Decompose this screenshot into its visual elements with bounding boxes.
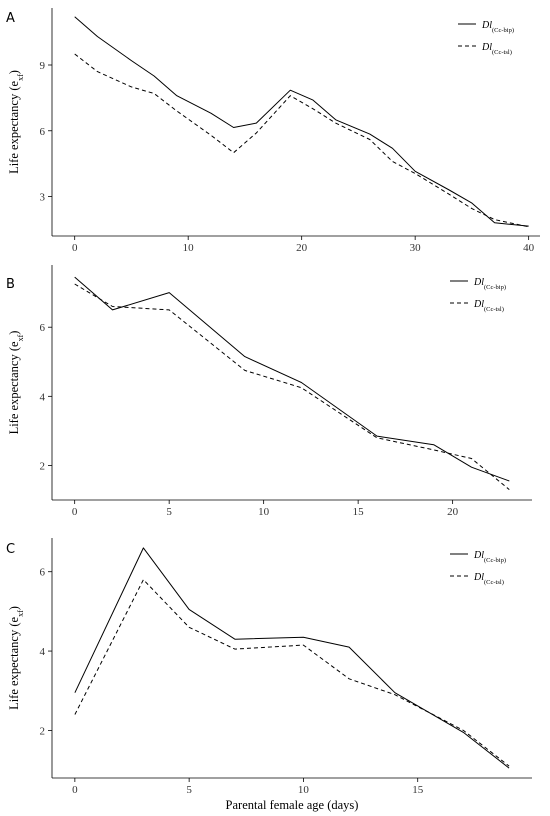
x-tick-label: 30 [410,242,422,254]
panel-letter: A [6,11,15,26]
y-tick-label: 6 [40,322,46,334]
panel-letter: C [6,542,15,557]
legend-label: Dl(Cc-bip) [481,20,514,34]
x-tick-label: 10 [258,506,270,518]
chart-panel-b: B 0 5 10 15 20 2 4 6 Life expectancy (exf) Dl(Cc-b… [6,265,532,518]
y-tick-label: 4 [40,391,46,403]
series-line-cc-tsl [74,283,510,490]
y-tick-label: 6 [40,126,46,138]
y-tick-label: 2 [40,460,46,472]
x-tick-label: 5 [166,506,172,518]
x-tick-label: 40 [523,242,535,254]
x-tick-label: 5 [186,784,192,796]
legend-label: Dl(Cc-tsl) [473,299,504,313]
x-tick-label: 0 [72,784,78,796]
x-tick-label: 15 [353,506,365,518]
legend-label: Dl(Cc-bip) [473,277,506,291]
x-tick-label: 20 [296,242,308,254]
series-line-cc-tsl [74,53,529,228]
x-tick-label: 10 [183,242,195,254]
y-tick-label: 2 [40,725,46,737]
chart-panel-a: A 0 10 20 30 40 3 6 9 Life expectancy (exf) Dl(Cc-… [6,8,540,254]
chart-panel-c: C 0 5 10 15 2 4 6 Life expectancy (exf) Parental … [6,538,532,812]
panel-letter: B [6,277,15,292]
legend-label: Dl(Cc-tsl) [481,42,512,56]
y-tick-label: 3 [40,192,46,204]
x-axis-title: Parental female age (days) [226,798,359,812]
series-line-cc-bip [74,276,510,482]
x-tick-label: 15 [412,784,424,796]
y-axis-title: Life expectancy (exf) [7,70,25,174]
y-tick-label: 4 [40,646,46,658]
x-tick-label: 0 [72,506,78,518]
y-tick-label: 9 [40,60,46,72]
series-line-cc-tsl [74,579,510,767]
legend-label: Dl(Cc-tsl) [473,572,504,586]
x-tick-label: 0 [72,242,78,254]
series-line-cc-bip [74,547,510,769]
legend-label: Dl(Cc-bip) [473,550,506,564]
y-axis-title: Life expectancy (exf) [7,606,25,710]
x-tick-label: 10 [298,784,310,796]
y-tick-label: 6 [40,567,46,579]
y-axis-title: Life expectancy (exf) [7,331,25,435]
series-line-cc-bip [74,16,529,227]
x-tick-label: 20 [447,506,459,518]
